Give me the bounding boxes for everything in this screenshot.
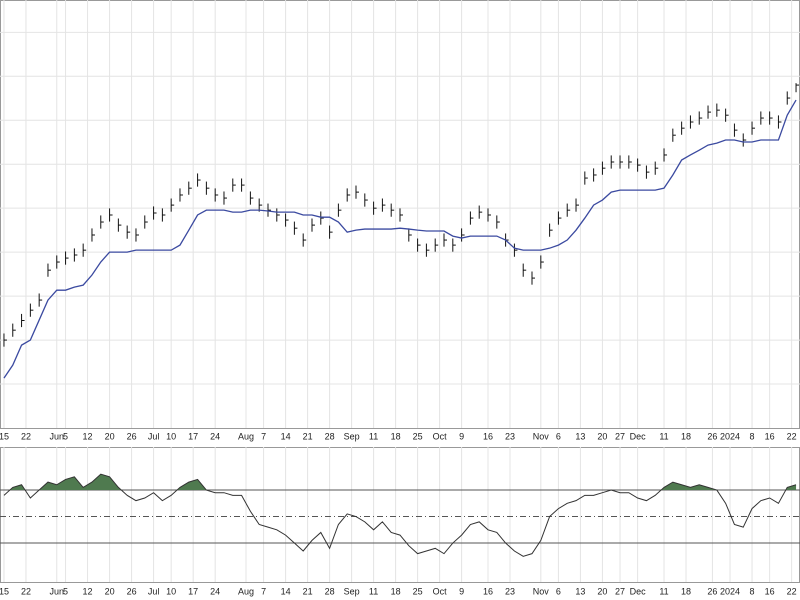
x-tick-label: 25 (413, 586, 423, 596)
x-tick-label: 11 (369, 586, 378, 596)
x-tick-label: 21 (303, 586, 313, 596)
x-tick-label: 10 (166, 586, 176, 596)
x-tick-label: Aug (238, 586, 254, 596)
x-tick-label: 16 (765, 431, 775, 441)
overbought-fill (9, 474, 797, 491)
x-tick-label: 22 (787, 586, 797, 596)
x-tick-label: 28 (325, 431, 335, 441)
x-tick-label: 2024 (720, 431, 740, 441)
x-tick-label: Oct (433, 431, 448, 441)
x-tick-label: Sep (344, 431, 360, 441)
x-tick-label: 5 (63, 586, 68, 596)
x-tick-label: Jul (148, 431, 160, 441)
x-tick-label: 8 (750, 586, 755, 596)
x-tick-label: 18 (681, 431, 691, 441)
x-tick-label: 15 (0, 586, 9, 596)
x-tick-label: 16 (483, 586, 493, 596)
x-tick-label: Sep (344, 586, 360, 596)
x-tick-label: 24 (210, 431, 220, 441)
x-tick-label: 12 (83, 431, 93, 441)
indicator-panel (0, 447, 800, 583)
x-tick-label: 25 (413, 431, 423, 441)
x-tick-label: 2024 (720, 586, 740, 596)
x-tick-label: 11 (369, 431, 378, 441)
x-tick-label: Jul (148, 586, 160, 596)
x-tick-label: 11 (659, 431, 668, 441)
indicator-line (3, 473, 797, 557)
moving-average (3, 99, 797, 379)
x-tick-label: 23 (505, 431, 515, 441)
x-tick-label: Jun (50, 586, 65, 596)
x-tick-label: 17 (188, 586, 198, 596)
x-tick-label: 13 (575, 431, 585, 441)
x-tick-label: 6 (556, 431, 561, 441)
x-tick-label: 21 (303, 431, 313, 441)
x-tick-label: 12 (83, 586, 93, 596)
x-tick-label: 23 (505, 586, 515, 596)
x-tick-label: 8 (750, 431, 755, 441)
x-tick-label: 26 (707, 586, 717, 596)
x-tick-label: 16 (483, 431, 493, 441)
x-tick-label: 9 (459, 431, 464, 441)
x-tick-label: 26 (127, 431, 137, 441)
x-tick-label: 18 (391, 431, 401, 441)
x-tick-label: 26 (127, 586, 137, 596)
x-tick-label: Nov (533, 431, 550, 441)
x-tick-label: 20 (105, 431, 115, 441)
x-tick-label: 5 (63, 431, 68, 441)
x-tick-label: 20 (597, 431, 607, 441)
x-tick-label: 22 (21, 586, 31, 596)
x-tick-label: 20 (597, 586, 607, 596)
x-tick-label: 27 (615, 431, 625, 441)
x-tick-label: 6 (556, 586, 561, 596)
x-tick-label: 18 (391, 586, 401, 596)
x-tick-label: 20 (105, 586, 115, 596)
x-tick-label: 7 (261, 431, 266, 441)
x-tick-label: 24 (210, 586, 220, 596)
x-tick-label: 22 (787, 431, 797, 441)
x-tick-label: 9 (459, 586, 464, 596)
x-tick-label: 14 (281, 431, 291, 441)
x-tick-label: 11 (659, 586, 668, 596)
x-tick-label: Dec (630, 586, 647, 596)
x-tick-label: 26 (707, 431, 717, 441)
x-tick-label: Nov (533, 586, 550, 596)
x-tick-label: 10 (166, 431, 176, 441)
x-tick-label: 17 (188, 431, 198, 441)
x-tick-label: 7 (261, 586, 266, 596)
x-tick-label: Aug (238, 431, 254, 441)
x-tick-label: 13 (575, 586, 585, 596)
x-tick-label: 14 (281, 586, 291, 596)
x-tick-label: 22 (21, 431, 31, 441)
x-tick-label: Dec (630, 431, 647, 441)
x-tick-label: Jun (50, 431, 65, 441)
x-tick-label: 18 (681, 586, 691, 596)
x-tick-label: 15 (0, 431, 9, 441)
x-tick-label: 28 (325, 586, 335, 596)
x-tick-label: Oct (433, 586, 448, 596)
x-tick-label: 27 (615, 586, 625, 596)
x-tick-label: 16 (765, 586, 775, 596)
